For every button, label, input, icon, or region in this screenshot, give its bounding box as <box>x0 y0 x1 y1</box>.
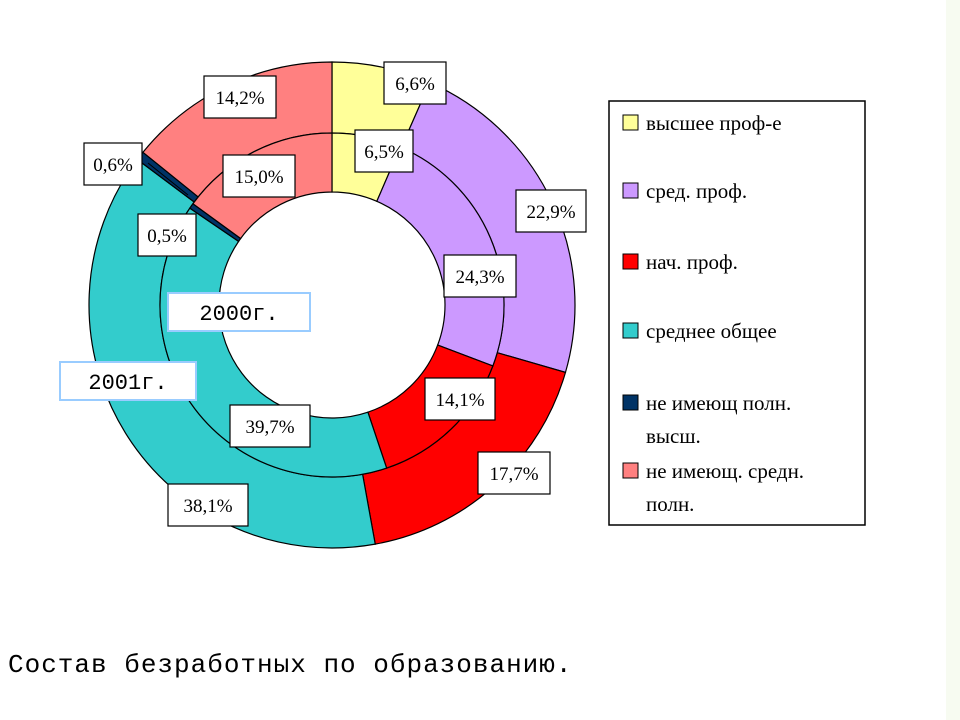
data-label-box-2000-secondary-prof <box>443 254 517 298</box>
data-label-box-2001-incomplete-secondary <box>203 75 277 119</box>
series-labels: 2001г. 2000г. <box>59 292 311 401</box>
legend-swatch-incomplete-higher <box>622 394 639 411</box>
legend: высшее проф-е сред. проф. нач. проф. средне… <box>608 100 866 526</box>
data-label-box-2001-higher-prof <box>383 61 447 105</box>
data-label-2000-incomplete-higher: 0,5% <box>147 226 187 247</box>
legend-frame <box>608 100 866 526</box>
leader-lines <box>147 162 189 196</box>
data-label-box-2001-primary-prof <box>477 451 551 495</box>
data-label-2001-higher-prof: 6,6% <box>395 74 435 95</box>
data-label-2001-secondary-prof: 22,9% <box>526 202 575 223</box>
data-label-2001-incomplete-higher: 0,6% <box>93 155 133 176</box>
legend-swatch-higher-prof <box>622 114 639 131</box>
legend-label-incomplete-secondary: не имеющ. средн. <box>646 459 804 483</box>
data-label-box-2000-primary-prof <box>424 377 496 421</box>
data-label-box-2001-incomplete-higher <box>83 142 143 186</box>
data-label-2001-primary-prof: 17,7% <box>489 464 538 485</box>
right-edge-strip <box>946 0 960 720</box>
data-label-box-2000-incomplete-higher <box>137 213 197 257</box>
series-label-box-2000 <box>167 292 311 332</box>
data-label-2000-general-secondary: 39,7% <box>245 417 294 438</box>
legend-label-primary-prof: нач. проф. <box>646 250 738 274</box>
data-label-2000-incomplete-secondary: 15,0% <box>234 167 283 188</box>
leader-line-0-6 <box>147 162 189 196</box>
series-label-2001: 2001г. <box>88 371 167 396</box>
legend-label-incomplete-secondary-line2: полн. <box>646 492 694 516</box>
legend-label-incomplete-higher: не имеющ полн. <box>646 391 791 415</box>
legend-swatch-general-secondary <box>622 322 639 339</box>
legend-swatch-primary-prof <box>622 253 639 270</box>
data-labels: 6,6% 22,9% 17,7% 38,1% 0,6% 14,2% 6,5% 24,3% 14,… <box>83 61 587 527</box>
data-label-box-2001-general-secondary <box>167 483 249 527</box>
data-label-2000-secondary-prof: 24,3% <box>455 267 504 288</box>
legend-label-secondary-prof: сред. проф. <box>646 179 747 203</box>
series-label-box-2001 <box>59 361 197 401</box>
data-label-box-2000-incomplete-secondary <box>222 154 296 198</box>
data-label-box-2000-general-secondary <box>229 404 311 448</box>
legend-swatch-incomplete-secondary <box>622 462 639 479</box>
legend-label-incomplete-higher-line2: высш. <box>646 424 701 448</box>
data-label-box-2000-higher-prof <box>354 129 414 173</box>
data-label-2001-general-secondary: 38,1% <box>183 496 232 517</box>
data-label-2000-higher-prof: 6,5% <box>364 142 404 163</box>
legend-label-higher-prof: высшее проф-е <box>646 111 782 135</box>
data-label-2000-primary-prof: 14,1% <box>435 390 484 411</box>
legend-label-general-secondary: среднее общее <box>646 319 777 343</box>
series-label-2000: 2000г. <box>199 302 278 327</box>
legend-swatch-secondary-prof <box>622 182 639 199</box>
slice-2000-secondary-prof <box>376 146 505 367</box>
data-label-box-2001-secondary-prof <box>515 189 587 233</box>
data-label-2001-incomplete-secondary: 14,2% <box>215 88 264 109</box>
chart-title: Состав безработных по образованию. <box>8 650 573 680</box>
